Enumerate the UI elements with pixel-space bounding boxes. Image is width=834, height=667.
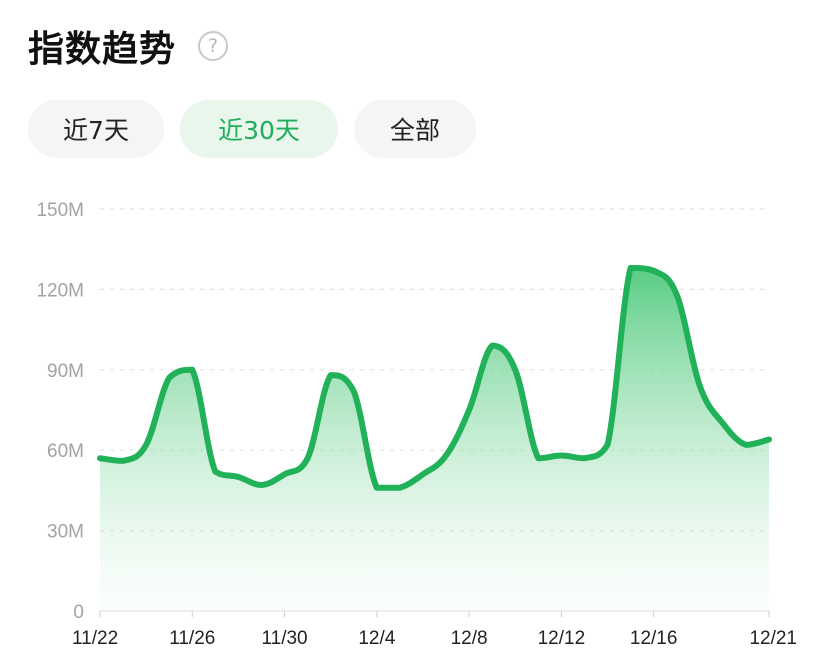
y-tick-label: 90M [47, 361, 84, 382]
data-point[interactable] [605, 442, 611, 448]
data-point[interactable] [258, 482, 264, 488]
data-point[interactable] [489, 343, 495, 349]
y-tick-label: 150M [36, 200, 84, 221]
header: 指数趋势 ? [28, 20, 229, 72]
data-point[interactable] [305, 455, 311, 461]
data-point[interactable] [697, 383, 703, 389]
tab-30-days[interactable]: 近30天 [180, 100, 338, 158]
data-point[interactable] [766, 436, 772, 442]
y-tick-label: 60M [47, 441, 84, 462]
data-point[interactable] [282, 471, 288, 477]
x-tick-label: 12/8 [451, 628, 488, 649]
data-point[interactable] [443, 453, 449, 459]
data-point[interactable] [351, 388, 357, 394]
question-circle-icon[interactable]: ? [198, 31, 229, 61]
x-tick-label: 12/21 [749, 628, 797, 649]
tab-7-days[interactable]: 近7天 [28, 100, 164, 158]
series-line [97, 264, 772, 491]
data-point[interactable] [166, 375, 172, 381]
data-point[interactable] [212, 469, 218, 475]
data-point[interactable] [651, 268, 657, 274]
data-point[interactable] [397, 485, 403, 491]
y-axis-ticks: 0 30M 60M 90M 120M 150M [36, 200, 84, 623]
x-tick-label: 12/12 [538, 628, 586, 649]
data-point[interactable] [628, 265, 634, 271]
data-point[interactable] [512, 367, 518, 373]
y-tick-label: 0 [73, 602, 84, 623]
x-tick-label: 12/16 [630, 628, 678, 649]
y-tick-label: 30M [47, 522, 84, 543]
data-point[interactable] [581, 455, 587, 461]
series-area [100, 267, 769, 611]
x-axis-ticks: 11/22 11/26 11/30 12/4 12/8 12/12 12/16 12/21 [72, 611, 797, 649]
y-tick-label: 120M [36, 280, 84, 301]
data-point[interactable] [535, 455, 541, 461]
period-tabs: 近7天 近30天 全部 [28, 100, 492, 158]
data-point[interactable] [558, 453, 564, 459]
data-point[interactable] [189, 367, 195, 373]
trend-chart: 0 30M 60M 90M 120M 150M 11/22 11/26 11/30 12/4 12… [36, 200, 797, 649]
x-tick-label: 11/30 [261, 628, 307, 649]
data-point[interactable] [328, 372, 334, 378]
data-point[interactable] [120, 458, 126, 464]
data-point[interactable] [235, 474, 241, 480]
data-point[interactable] [466, 407, 472, 413]
data-point[interactable] [674, 292, 680, 298]
data-point[interactable] [720, 420, 726, 426]
data-point[interactable] [97, 455, 103, 461]
data-point[interactable] [420, 471, 426, 477]
data-point[interactable] [143, 442, 149, 448]
data-point[interactable] [374, 485, 380, 491]
page-title: 指数趋势 [28, 29, 177, 70]
x-tick-label: 11/26 [169, 628, 215, 649]
tab-all[interactable]: 全部 [354, 100, 476, 158]
x-tick-label: 12/4 [358, 628, 395, 649]
x-tick-label: 11/22 [72, 628, 118, 649]
data-point[interactable] [743, 442, 749, 448]
